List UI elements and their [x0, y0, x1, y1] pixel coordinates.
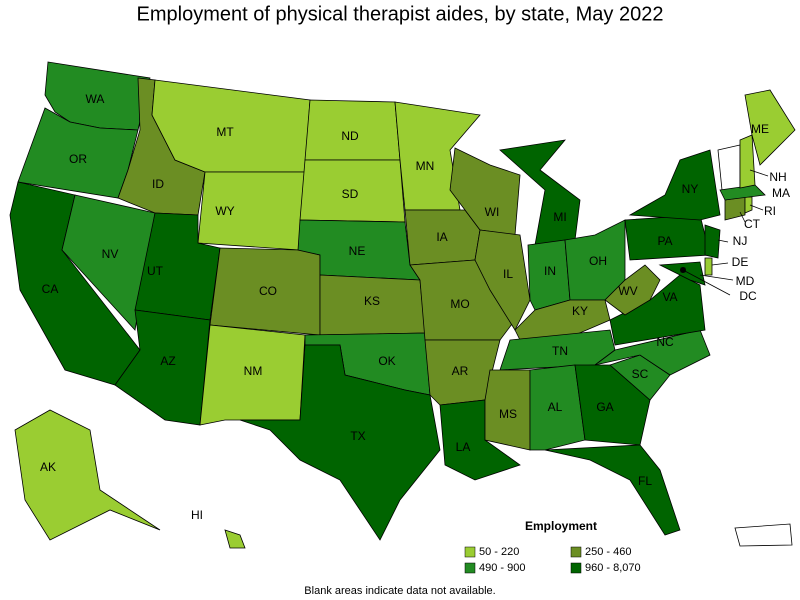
state-label: PA: [657, 234, 672, 248]
legend-label: 490 - 900: [479, 562, 525, 574]
legend-swatch: [570, 546, 582, 558]
state-label: OR: [69, 152, 87, 166]
state-label: KS: [364, 294, 380, 308]
state-label: UT: [147, 264, 164, 278]
state: [197, 171, 306, 251]
state-label: WI: [485, 205, 500, 219]
state-label: AL: [548, 400, 563, 414]
state-label: MN: [416, 159, 435, 173]
state-label: LA: [456, 440, 471, 454]
state-label: CA: [42, 282, 59, 296]
state-label: NH: [769, 170, 786, 184]
state-label: ME: [751, 122, 769, 136]
state: [544, 444, 681, 536]
state-label: KY: [572, 304, 588, 318]
state: [658, 261, 706, 286]
state-label: FL: [638, 474, 652, 488]
state: [739, 134, 756, 189]
state: [484, 369, 531, 451]
state: [704, 224, 721, 259]
legend-title: Employment: [525, 519, 597, 533]
state: [529, 364, 586, 451]
state-label: IL: [503, 267, 513, 281]
state-label: IA: [436, 230, 447, 244]
leader-line: [749, 169, 769, 177]
leader-line: [682, 269, 731, 296]
state: [628, 149, 721, 221]
state-label: AZ: [160, 354, 175, 368]
no-data-area: [717, 144, 741, 191]
legend-swatch: [464, 562, 476, 574]
state-label: NV: [102, 247, 119, 261]
state: [17, 107, 139, 199]
state-label: SC: [632, 367, 649, 381]
state-label: TX: [350, 429, 365, 443]
leader-line: [749, 204, 764, 211]
state-label: DE: [732, 255, 749, 269]
state-label: MO: [450, 297, 469, 311]
no-data-area: [734, 523, 793, 547]
state-label: MT: [216, 125, 234, 139]
leader-line: [699, 274, 734, 281]
state-label: ID: [152, 177, 164, 191]
state-label: TN: [552, 344, 568, 358]
state-label: MD: [736, 274, 755, 288]
state-label: IN: [544, 264, 556, 278]
leader-line: [739, 211, 746, 223]
state: [224, 529, 246, 549]
state-label: VA: [662, 290, 677, 304]
state: [114, 309, 211, 426]
state-label: NJ: [733, 234, 748, 248]
note: Blank areas indicate data not available.: [304, 585, 495, 597]
state: [574, 364, 651, 446]
state-label: MA: [772, 186, 790, 200]
state-label: OK: [378, 354, 395, 368]
state: [704, 257, 713, 276]
state-label: SD: [342, 187, 359, 201]
state-label: NY: [682, 182, 699, 196]
state-label: NE: [349, 244, 366, 258]
state-label: WY: [215, 204, 234, 218]
state-label: CO: [259, 284, 277, 298]
state-label: HI: [191, 508, 203, 522]
state-label: DC: [739, 289, 757, 303]
legend-label: 250 - 460: [585, 546, 631, 558]
state-label: RI: [764, 204, 776, 218]
state-label: OH: [589, 254, 607, 268]
map-title: Employment of physical therapist aides, …: [137, 3, 664, 25]
state-label: CT: [744, 217, 761, 231]
state: [239, 344, 441, 541]
state: [744, 89, 796, 166]
legend-swatch: [570, 562, 582, 574]
legend-label: 960 - 8,070: [585, 562, 641, 574]
state-label: MS: [499, 407, 517, 421]
state: [61, 194, 156, 331]
state-label: ND: [341, 129, 359, 143]
state-label: WV: [618, 284, 637, 298]
state: [604, 264, 661, 316]
state: [14, 409, 161, 541]
dc-marker: [680, 267, 686, 273]
state: [499, 139, 581, 246]
leader-line: [711, 262, 729, 266]
state-label: MI: [553, 210, 566, 224]
legend-label: 50 - 220: [479, 546, 519, 558]
state-label: AR: [452, 364, 469, 378]
state-label: WA: [86, 92, 105, 106]
legend-swatch: [464, 546, 476, 558]
state-label: NM: [244, 364, 263, 378]
state-label: NC: [656, 335, 674, 349]
leader-line: [717, 239, 729, 243]
state-label: GA: [596, 400, 613, 414]
state-label: AK: [40, 460, 56, 474]
